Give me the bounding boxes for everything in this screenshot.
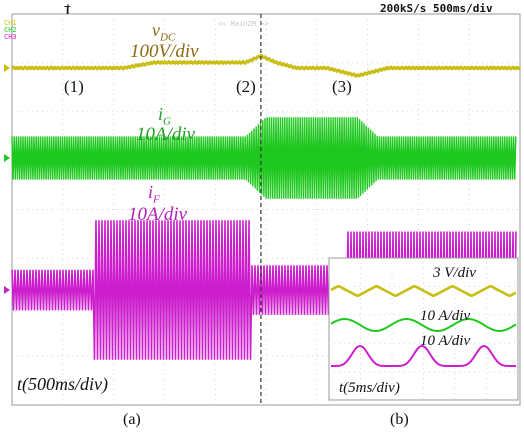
timebase-readout: 200kS/s 500ms/div bbox=[380, 2, 493, 15]
ig-scale-label: 10A/div bbox=[136, 124, 196, 145]
ig-label: iG bbox=[158, 104, 171, 128]
channel-2-marker bbox=[4, 154, 10, 162]
vdc-scale-label: 100V/div bbox=[130, 41, 199, 62]
inset-if-line bbox=[331, 344, 516, 367]
inset-ig-scale: 10 A/div bbox=[420, 308, 471, 324]
channel-label-1: CH1 bbox=[4, 19, 17, 27]
event-marker-3: (3) bbox=[332, 77, 352, 96]
series-vdc-line bbox=[10, 53, 522, 79]
caption-a: (a) bbox=[123, 411, 141, 428]
channel-label-3: CH3 bbox=[4, 33, 17, 41]
channel-1-marker bbox=[4, 64, 10, 72]
scope-traces bbox=[4, 4, 522, 405]
inset-zoom-panel bbox=[328, 257, 519, 401]
series-ig-waveform bbox=[11, 117, 517, 199]
vdc-label: vDC bbox=[152, 20, 176, 44]
trigger-position-icon: T bbox=[64, 4, 71, 17]
if-scale-label: 10A/div bbox=[128, 204, 188, 225]
channel-3-marker bbox=[4, 286, 10, 294]
inset-if-scale: 10 A/div bbox=[420, 333, 471, 349]
event-marker-2: (2) bbox=[236, 77, 256, 96]
inset-time-label: t(5ms/div) bbox=[339, 380, 400, 396]
main-time-label: t(500ms/div) bbox=[17, 374, 108, 394]
channel-label-2: CH2 bbox=[4, 26, 17, 34]
inset-ig-line bbox=[330, 318, 517, 332]
series-if-waveform bbox=[11, 220, 517, 360]
inset-vdc-line bbox=[330, 285, 517, 297]
inset-vdc-scale: 3 V/div bbox=[433, 265, 476, 281]
zoom-mode-label: << MainZM >> bbox=[218, 20, 269, 28]
caption-b: (b) bbox=[390, 411, 409, 428]
if-label: iF bbox=[148, 182, 160, 206]
event-marker-1: (1) bbox=[64, 77, 84, 96]
